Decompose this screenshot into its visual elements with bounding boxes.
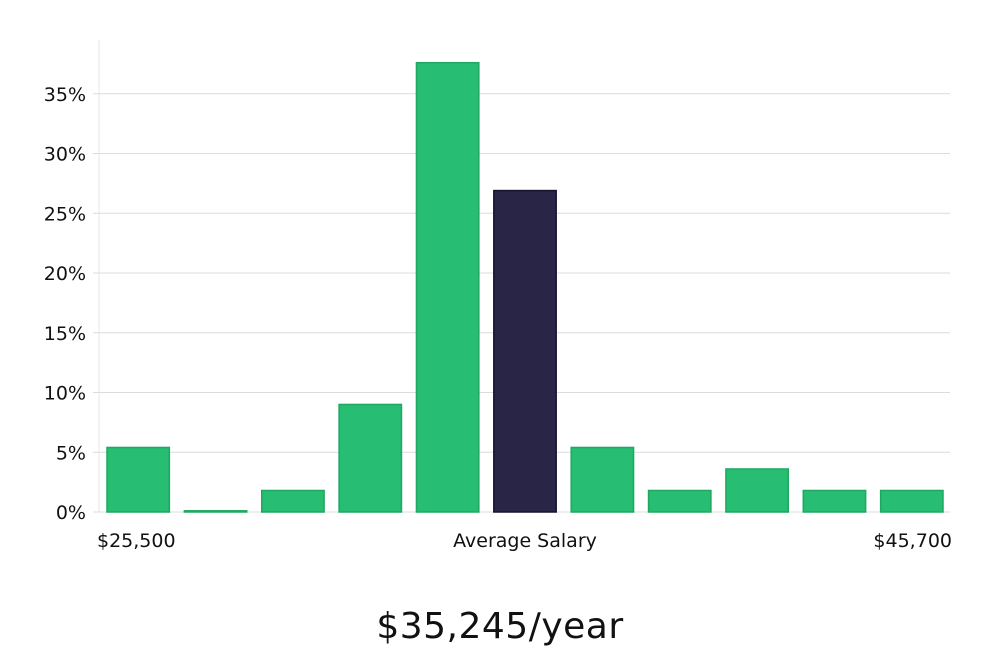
bar-1 [183,510,248,513]
x-label-max: $45,700 [873,530,952,552]
y-tick-label-25: 25% [44,203,86,225]
y-tick-label-15: 15% [44,323,86,345]
bar-6 [570,446,635,513]
y-tick-label-20: 20% [44,263,86,285]
y-tick-label-5: 5% [56,442,86,464]
bar-10 [879,489,944,513]
bar-2 [260,489,325,513]
bars [106,61,944,513]
y-tick-label-10: 10% [44,383,86,405]
y-axis-ticks: 0% 5% 10% 15% 20% 25% 30% 35% [44,84,99,524]
bar-8 [725,468,790,513]
bar-7 [647,489,712,513]
x-label-min: $25,500 [97,530,176,552]
bar-0 [106,446,171,513]
average-salary-headline: $35,245/year [376,606,624,647]
bar-3 [338,403,403,513]
bar-4 [415,61,480,513]
y-tick-label-0: 0% [56,502,86,524]
bar-9 [802,489,867,513]
bar-highlight-5 [493,189,557,513]
y-tick-label-35: 35% [44,84,86,106]
y-tick-label-30: 30% [44,144,86,166]
x-label-average: Average Salary [453,530,597,552]
